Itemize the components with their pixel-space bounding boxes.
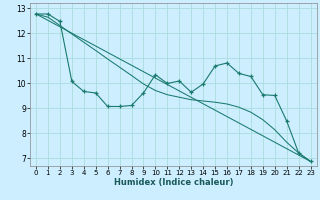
X-axis label: Humidex (Indice chaleur): Humidex (Indice chaleur) [114, 178, 233, 187]
